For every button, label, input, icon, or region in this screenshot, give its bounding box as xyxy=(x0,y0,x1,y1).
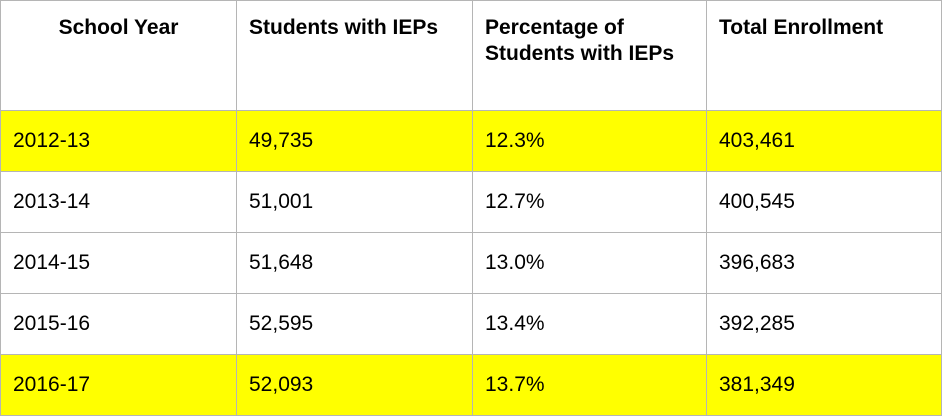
header-total-enrollment: Total Enrollment xyxy=(706,0,942,111)
cell-percentage-with-ieps: 12.3% xyxy=(472,110,707,172)
cell-school-year: 2013-14 xyxy=(0,171,237,233)
cell-students-with-ieps: 52,093 xyxy=(236,354,473,416)
cell-students-with-ieps: 51,648 xyxy=(236,232,473,294)
cell-students-with-ieps: 51,001 xyxy=(236,171,473,233)
cell-total-enrollment: 403,461 xyxy=(706,110,942,172)
cell-total-enrollment: 381,349 xyxy=(706,354,942,416)
cell-students-with-ieps: 52,595 xyxy=(236,293,473,355)
table-row: 2013-14 51,001 12.7% 400,545 xyxy=(0,171,942,233)
cell-school-year: 2012-13 xyxy=(0,110,237,172)
header-students-with-ieps: Students with IEPs xyxy=(236,0,473,111)
table-row: 2012-13 49,735 12.3% 403,461 xyxy=(0,110,942,172)
header-row: School Year Students with IEPs Percentag… xyxy=(0,0,942,111)
cell-percentage-with-ieps: 13.7% xyxy=(472,354,707,416)
cell-percentage-with-ieps: 13.0% xyxy=(472,232,707,294)
cell-students-with-ieps: 49,735 xyxy=(236,110,473,172)
cell-school-year: 2016-17 xyxy=(0,354,237,416)
header-school-year: School Year xyxy=(0,0,237,111)
table-body: 2012-13 49,735 12.3% 403,461 2013-14 51,… xyxy=(0,110,942,416)
cell-percentage-with-ieps: 12.7% xyxy=(472,171,707,233)
table-row: 2016-17 52,093 13.7% 381,349 xyxy=(0,354,942,416)
cell-school-year: 2015-16 xyxy=(0,293,237,355)
cell-total-enrollment: 400,545 xyxy=(706,171,942,233)
cell-total-enrollment: 392,285 xyxy=(706,293,942,355)
header-percentage-with-ieps: Percentage of Students with IEPs xyxy=(472,0,707,111)
table-row: 2014-15 51,648 13.0% 396,683 xyxy=(0,232,942,294)
cell-percentage-with-ieps: 13.4% xyxy=(472,293,707,355)
cell-total-enrollment: 396,683 xyxy=(706,232,942,294)
cell-school-year: 2014-15 xyxy=(0,232,237,294)
table-row: 2015-16 52,595 13.4% 392,285 xyxy=(0,293,942,355)
table-header: School Year Students with IEPs Percentag… xyxy=(0,0,942,111)
